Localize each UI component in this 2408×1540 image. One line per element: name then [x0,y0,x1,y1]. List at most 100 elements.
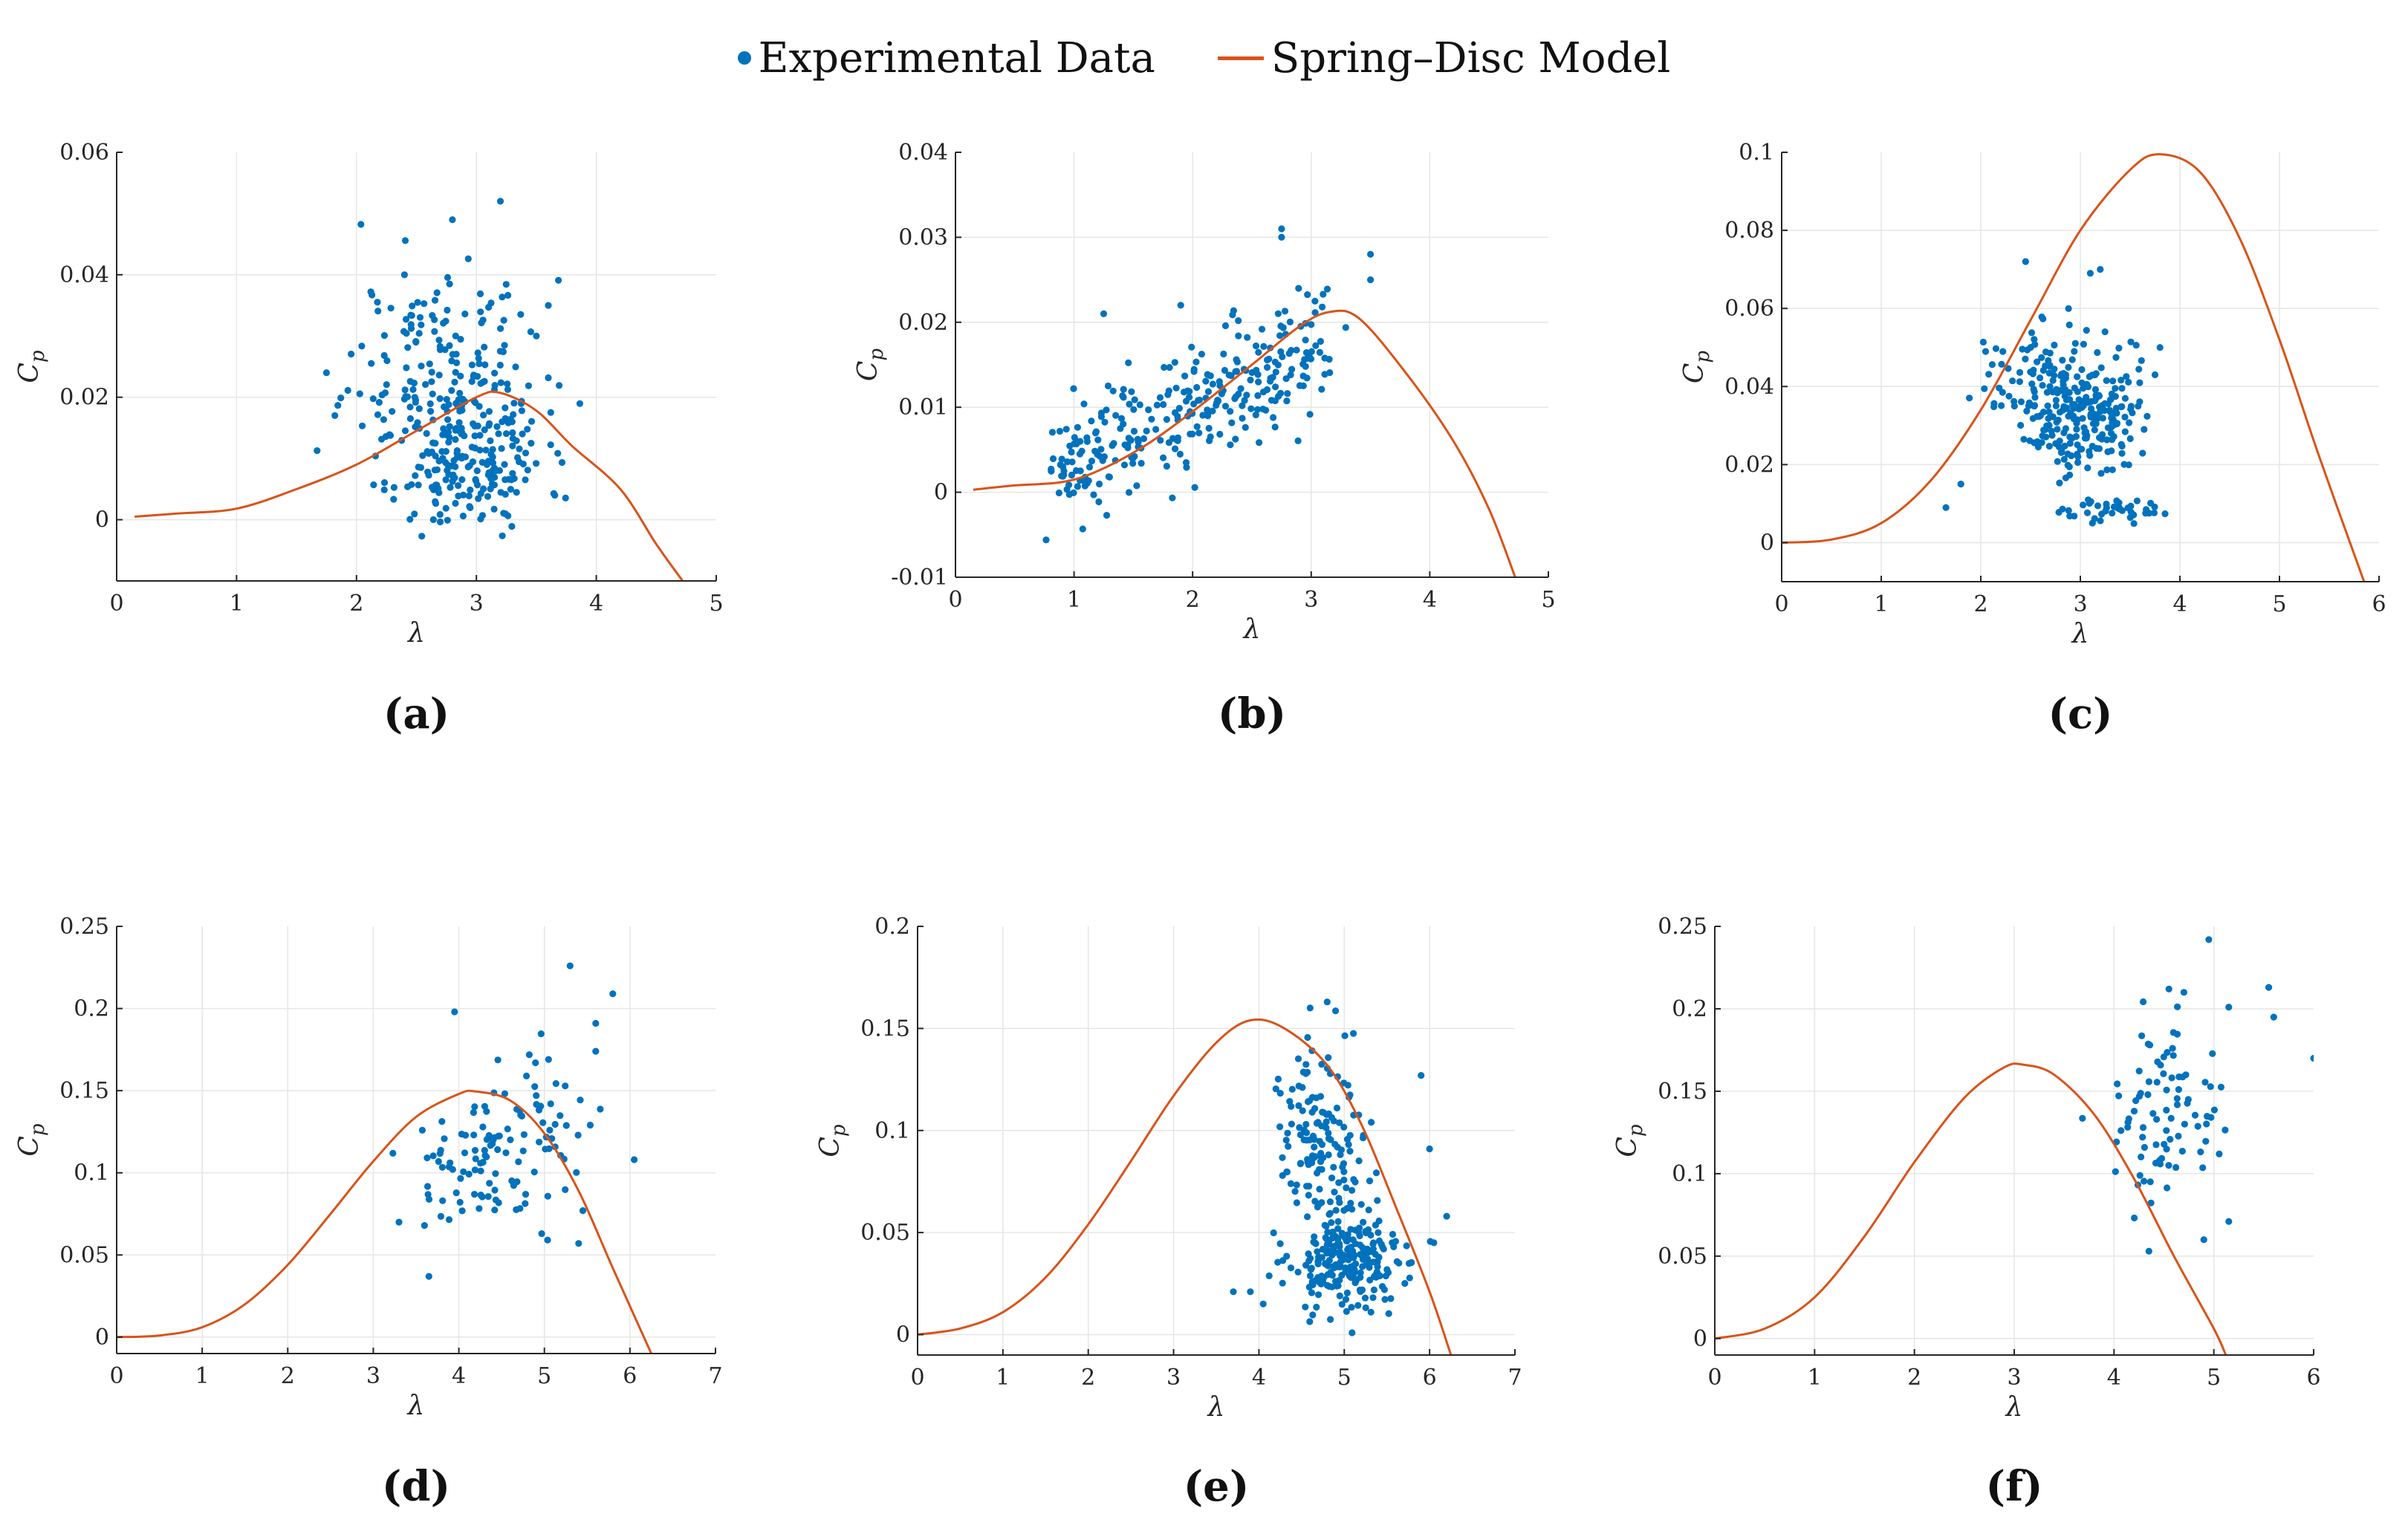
data-point [2112,354,2120,361]
data-point [2052,397,2060,404]
data-point [461,432,468,440]
data-point [1202,377,1210,385]
data-point [592,1019,600,1027]
data-point [1418,1072,1425,1079]
data-point [2022,258,2029,265]
data-point [2042,433,2050,441]
data-point [428,378,435,386]
data-point [1346,1131,1354,1139]
data-point [2049,377,2057,384]
data-point [1339,1251,1347,1258]
data-point [2043,389,2051,396]
data-point [522,1191,530,1198]
data-point [2071,339,2079,347]
data-point [500,316,507,324]
data-point [1125,359,1132,366]
data-point [1365,1263,1373,1270]
data-point [2175,1086,2182,1094]
data-point [1048,467,1055,475]
legend-experimental[interactable]: Experimental Data [737,34,1155,82]
data-point [409,386,417,394]
y-tick-label: 0.04 [1724,374,1774,400]
x-tick-label: 0 [109,1363,123,1389]
x-tick-label: 0 [1707,1365,1721,1391]
data-point [562,1082,569,1090]
data-point [1302,1261,1310,1269]
data-point [1176,450,1184,458]
legend-model[interactable]: Spring–Disc Model [1217,34,1670,82]
data-point [2154,1058,2161,1065]
data-point [1314,1291,1323,1299]
y-tick-label: 0.2 [874,914,910,940]
data-point [1171,409,1179,417]
x-tick-label: 0 [910,1365,924,1391]
data-point [415,464,422,471]
data-point [495,430,502,438]
data-point [2060,455,2068,464]
x-tick-label: 1 [230,591,244,617]
data-point [1066,442,1074,449]
data-point [1231,395,1239,403]
data-point [2127,338,2135,345]
data-point [597,1105,604,1113]
x-tick-label: 4 [589,591,603,617]
data-point [528,418,536,425]
data-point [481,1146,488,1154]
y-tick-label: 0.1 [1672,1161,1707,1187]
data-point [556,1112,564,1120]
data-point [477,516,484,523]
x-tick-label: 3 [1166,1365,1181,1391]
data-point [2139,1134,2146,1141]
data-point [518,1112,526,1120]
data-point [2074,458,2082,467]
data-point [1319,303,1326,311]
data-point [1367,250,1375,258]
data-point [2178,1148,2186,1155]
data-point [369,395,377,403]
x-tick-label: 2 [281,1363,295,1389]
data-point [2067,409,2074,417]
data-point [1199,412,1207,419]
data-point [412,338,420,345]
data-point [493,423,501,430]
data-point [474,481,481,489]
data-point [2161,1140,2168,1148]
data-point [502,281,510,288]
data-point [1085,464,1094,471]
data-point [1313,1303,1320,1311]
data-point [1443,1212,1450,1220]
data-point [2097,517,2104,524]
data-point [1143,427,1150,435]
data-point [2115,1092,2123,1099]
data-point [416,313,424,321]
data-point [2046,383,2054,390]
data-point [1344,1246,1351,1253]
data-point [2130,520,2138,527]
data-point [1957,481,1964,488]
y-tick-label: 0.08 [1724,218,1774,244]
data-point [482,446,490,454]
data-point [1274,1075,1282,1083]
data-point [2087,411,2094,419]
data-point [1344,1231,1351,1238]
data-point [1303,1183,1311,1190]
data-point [1311,309,1319,316]
data-point [1314,1119,1322,1126]
data-point [1100,453,1108,461]
data-point [1120,386,1127,393]
data-point [546,1126,554,1134]
data-point [532,1059,539,1067]
data-point [544,1236,551,1244]
data-point [487,299,495,307]
data-point [2209,1050,2216,1057]
data-point [1195,396,1203,404]
data-point [444,306,451,314]
data-point [2044,402,2051,410]
data-point [442,317,450,325]
y-tick-label: -0.01 [891,565,948,591]
data-point [2074,453,2082,461]
data-point [2066,513,2074,520]
data-point [450,457,458,464]
y-axis-label: Cp [853,348,888,382]
data-point [383,381,390,389]
